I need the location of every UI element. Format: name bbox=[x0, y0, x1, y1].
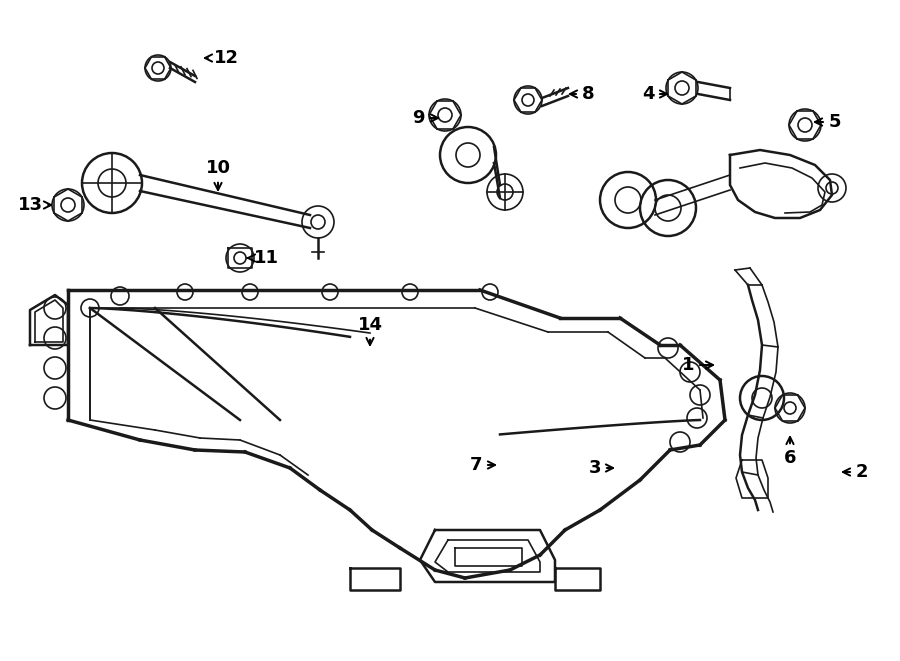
Text: 7: 7 bbox=[470, 456, 495, 474]
Text: 2: 2 bbox=[843, 463, 868, 481]
Text: 11: 11 bbox=[248, 249, 278, 267]
Text: 10: 10 bbox=[205, 159, 230, 190]
Text: 13: 13 bbox=[17, 196, 51, 214]
Text: 6: 6 bbox=[784, 437, 796, 467]
Text: 1: 1 bbox=[682, 356, 713, 374]
Text: 14: 14 bbox=[357, 316, 382, 345]
Text: 8: 8 bbox=[570, 85, 594, 103]
Text: 9: 9 bbox=[412, 109, 438, 127]
Text: 5: 5 bbox=[815, 113, 842, 131]
Text: 4: 4 bbox=[642, 85, 667, 103]
Text: 12: 12 bbox=[205, 49, 239, 67]
Text: 3: 3 bbox=[589, 459, 613, 477]
